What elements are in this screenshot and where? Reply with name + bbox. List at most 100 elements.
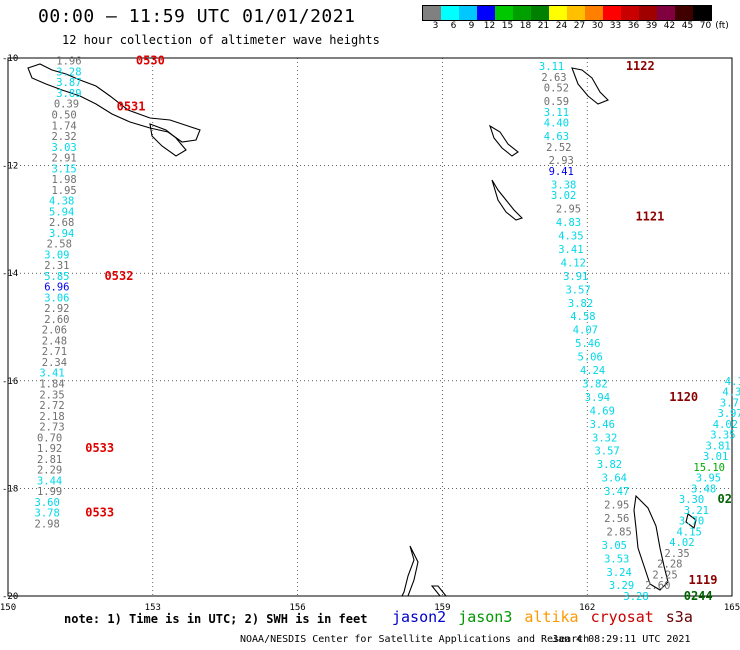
color-scale-tick: 6 xyxy=(450,21,457,31)
wave-height-label: 1.96 xyxy=(56,56,81,68)
wave-height-label: 3.21 xyxy=(684,505,709,517)
coastline xyxy=(491,179,524,221)
wave-height-label: 1.84 xyxy=(39,378,64,390)
coastline xyxy=(27,63,201,143)
color-swatch xyxy=(693,6,711,20)
wave-height-label: 5.06 xyxy=(578,352,603,364)
wave-height-label: 1.99 xyxy=(37,486,62,498)
wave-height-label: 4.40 xyxy=(544,118,569,130)
wave-height-label: 2.06 xyxy=(42,325,67,337)
wave-height-label: 2.32 xyxy=(51,131,76,143)
wave-height-label: 0.39 xyxy=(54,99,79,111)
wave-height-label: 2.92 xyxy=(44,303,69,315)
color-swatch xyxy=(423,6,441,20)
color-scale-tick: 9 xyxy=(468,21,475,31)
color-swatch xyxy=(585,6,603,20)
wave-height-label: 3.81 xyxy=(705,440,730,452)
wave-height-label: 5.85 xyxy=(44,271,69,283)
wave-height-label: 1.95 xyxy=(51,185,76,197)
wave-height-label: 0.50 xyxy=(51,109,76,121)
wave-height-label: 2.60 xyxy=(645,580,670,592)
wave-height-label: 2.72 xyxy=(39,400,64,412)
wave-height-label: 3.53 xyxy=(604,553,629,565)
wave-height-label: 3.82 xyxy=(597,459,622,471)
legend-item-jason3: jason3 xyxy=(458,608,513,626)
coastline xyxy=(149,123,187,157)
color-scale-tick: 27 xyxy=(573,21,586,31)
coastline xyxy=(571,67,609,105)
legend-item-jason2: jason2 xyxy=(392,608,447,626)
wave-height-label: 3.64 xyxy=(602,473,627,485)
wave-height-label: 2.63 xyxy=(541,72,566,84)
wave-height-label: 3.44 xyxy=(37,475,62,487)
wave-height-label: 0.70 xyxy=(37,432,62,444)
wave-height-label: 4.83 xyxy=(556,217,581,229)
wave-height-label: 3.82 xyxy=(568,298,593,310)
lon-tick-label: 162 xyxy=(579,603,595,613)
lat-tick-label: -20 xyxy=(2,592,18,602)
wave-height-label: 2.95 xyxy=(556,204,581,216)
wave-height-label: 5.46 xyxy=(575,338,600,350)
pass-time-label: 0530 xyxy=(136,54,165,68)
wave-height-label: 4.58 xyxy=(570,311,595,323)
wave-height-label: 3.41 xyxy=(558,244,583,256)
pass-time-label: 0244 xyxy=(684,589,713,603)
wave-height-label: 3.48 xyxy=(691,483,716,495)
color-scale-tick: 70 xyxy=(699,21,712,31)
wave-height-label: 2.52 xyxy=(546,142,571,154)
color-scale-unit: (ft) xyxy=(715,21,729,31)
lat-tick-label: -18 xyxy=(2,484,18,494)
color-swatch xyxy=(621,6,639,20)
lat-tick-label: -10 xyxy=(2,54,18,64)
wave-height-label: 3.09 xyxy=(44,249,69,261)
wave-height-label: 3.32 xyxy=(592,432,617,444)
pass-time-label: 1122 xyxy=(626,59,655,73)
wave-height-label: 2.18 xyxy=(39,411,64,423)
wave-height-label: 3.57 xyxy=(565,284,590,296)
wave-height-label: 2.35 xyxy=(664,548,689,560)
color-swatch xyxy=(477,6,495,20)
lon-tick-label: 150 xyxy=(0,603,16,613)
wave-height-label: 9.41 xyxy=(549,166,574,178)
wave-height-label: 2.56 xyxy=(604,513,629,525)
coastline xyxy=(430,585,448,597)
credit-line: NOAA/NESDIS Center for Satellite Applica… xyxy=(240,634,590,645)
lon-tick-label: 153 xyxy=(145,603,161,613)
lat-tick-label: -16 xyxy=(2,377,18,387)
color-swatch xyxy=(495,6,513,20)
color-swatch xyxy=(549,6,567,20)
wave-height-label: 4.24 xyxy=(580,365,605,377)
pass-time-label: 1119 xyxy=(689,573,718,587)
wave-height-label: 3.87 xyxy=(56,77,81,89)
wave-height-label: 2.34 xyxy=(42,357,67,369)
wave-height-label: 3.89 xyxy=(56,88,81,100)
wave-height-label: 3.29 xyxy=(609,580,634,592)
wave-height-label: 1.74 xyxy=(51,120,76,132)
coastline xyxy=(401,545,419,597)
wave-height-label: 0.52 xyxy=(544,83,569,95)
lon-tick-label: 165 xyxy=(724,603,740,613)
color-swatch xyxy=(639,6,657,20)
legend-item-cryosat: cryosat xyxy=(590,608,654,626)
wave-height-label: 2.60 xyxy=(44,314,69,326)
page-subtitle: 12 hour collection of altimeter wave hei… xyxy=(62,33,380,47)
wave-height-label: 3.60 xyxy=(35,497,60,509)
lat-tick-label: -12 xyxy=(2,162,18,172)
generated-timestamp: Jan 4 08:29:11 UTC 2021 xyxy=(552,634,691,645)
coastline xyxy=(633,494,669,591)
wave-height-label: 3.7 xyxy=(720,397,739,409)
wave-height-label: 2.73 xyxy=(39,422,64,434)
wave-height-label: 3.38 xyxy=(551,179,576,191)
color-scale-bar xyxy=(422,5,712,21)
wave-height-label: 15.10 xyxy=(693,462,725,474)
pass-time-label: 02 xyxy=(718,492,732,506)
wave-height-label: 1.98 xyxy=(51,174,76,186)
color-scale-tick: 21 xyxy=(537,21,550,31)
pass-time-label: 1121 xyxy=(635,210,664,224)
wave-height-label: 4.02 xyxy=(713,419,738,431)
color-scale-tick: 3 xyxy=(432,21,439,31)
wave-height-label: 2.28 xyxy=(657,559,682,571)
pass-time-label: 1120 xyxy=(669,390,698,404)
color-scale-tick: 42 xyxy=(663,21,676,31)
wave-height-label: 2.93 xyxy=(549,155,574,167)
